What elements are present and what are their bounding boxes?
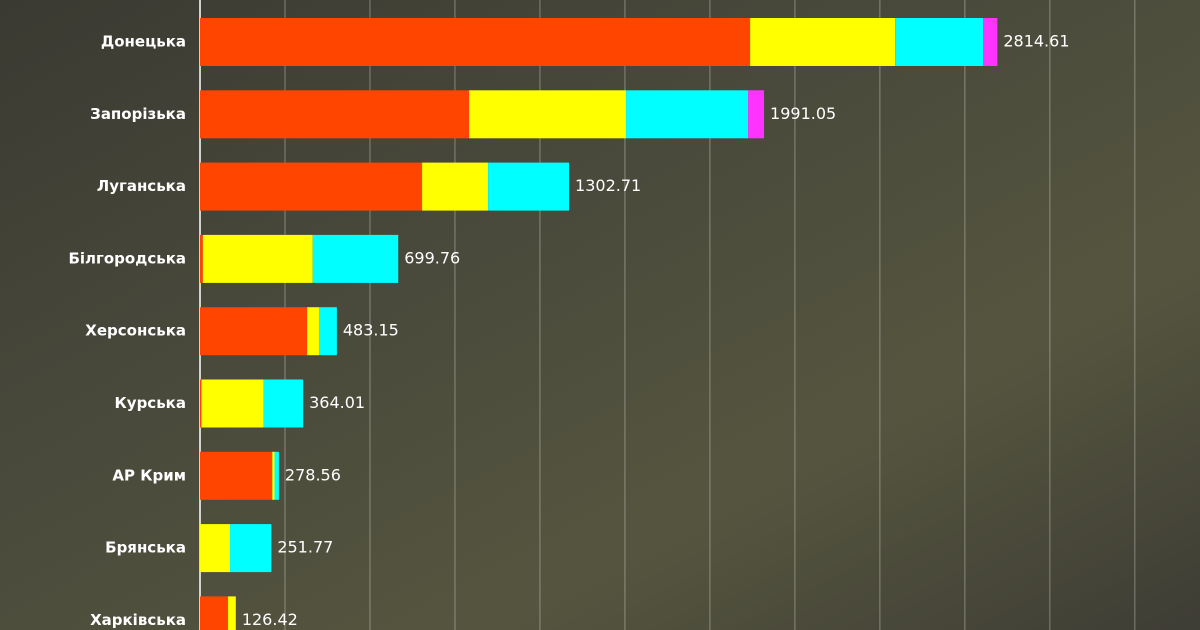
y-tick-label: Херсонська: [85, 322, 186, 340]
bar-segment: [422, 162, 489, 211]
bar-segment: [274, 451, 279, 500]
bar-segment: [202, 234, 313, 283]
bar-segment: [200, 379, 202, 428]
value-label: 1302.71: [575, 176, 641, 195]
value-label: 126.42: [242, 610, 298, 629]
bar-segment: [318, 307, 337, 356]
bar-segment: [748, 90, 765, 139]
y-tick-label: Луганська: [97, 177, 186, 195]
bar-segment: [200, 234, 203, 283]
value-label: 483.15: [343, 321, 399, 340]
bar-segment: [272, 451, 275, 500]
bar-segment: [230, 524, 272, 573]
y-tick-label: Брянська: [105, 539, 186, 557]
bar-segment: [895, 18, 984, 66]
bar-segment: [228, 596, 236, 630]
y-tick-label: Курська: [115, 394, 186, 412]
value-label: 278.56: [285, 465, 341, 484]
value-label: 699.76: [404, 248, 460, 267]
value-label: 1991.05: [770, 104, 836, 123]
bar-segment: [200, 18, 751, 66]
bar-segment: [312, 234, 399, 283]
bar-segment: [200, 596, 229, 630]
bar-segment: [307, 307, 319, 356]
y-tick-label: Харківська: [90, 611, 186, 629]
y-tick-label: Білгородська: [68, 249, 186, 267]
bar-segment: [200, 162, 423, 211]
bar-segment: [200, 307, 308, 356]
bar-segment: [626, 90, 749, 139]
y-tick-label: Донецька: [101, 33, 186, 51]
bar-segment: [983, 18, 998, 66]
bar-segment: [200, 524, 231, 573]
y-tick-label: Запорізька: [90, 105, 186, 123]
bar-segment: [488, 162, 570, 211]
value-label: 364.01: [309, 393, 365, 412]
y-tick-label: АР Крим: [112, 466, 186, 484]
bar-segment: [200, 451, 273, 500]
value-label: 251.77: [277, 538, 333, 557]
bar-segment: [263, 379, 304, 428]
bar-segment: [201, 379, 264, 428]
value-label: 2814.61: [1003, 32, 1069, 51]
bar-segment: [469, 90, 627, 139]
bar-segment: [200, 90, 470, 139]
bar-segment: [750, 18, 896, 66]
